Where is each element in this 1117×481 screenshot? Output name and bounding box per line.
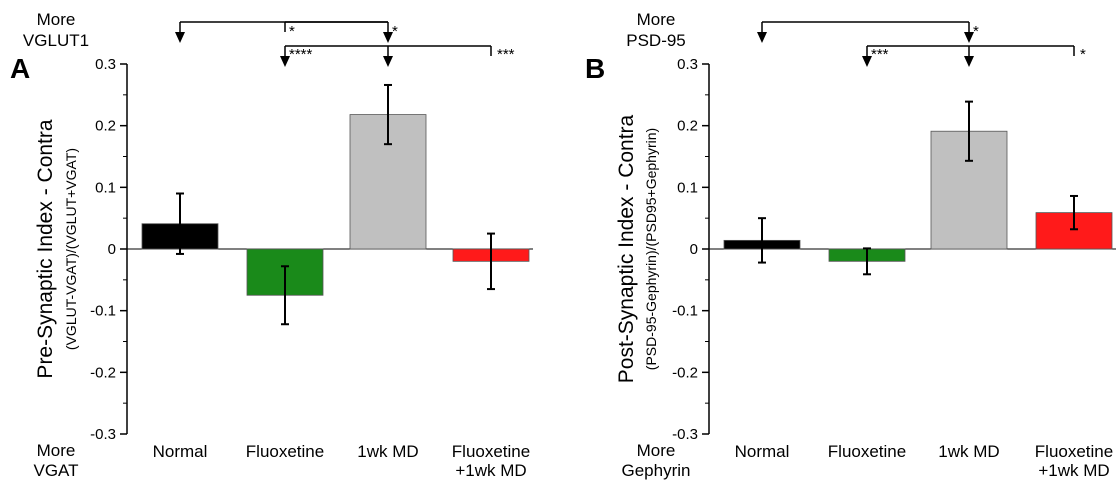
category-label: Normal [153, 442, 208, 461]
chart-panel-b: 0.3 0.2 0.1 0 -0.1 -0.2 -0.3 Normal Fluoxetine 1w… [585, 10, 1116, 480]
y-tick-label: -0.3 [90, 426, 116, 443]
y-axis-sublabel: (PSD-95-Gephyrin)/(PSD95+Gephyrin) [643, 128, 659, 370]
y-axis-label: Pre-Synaptic Index - Contra [34, 119, 57, 378]
arrow-down-icon [383, 56, 393, 67]
category-label-line: +1wk MD [1038, 461, 1109, 480]
significance-label-right: *** [497, 46, 515, 63]
y-tick-label: 0.3 [95, 56, 116, 73]
bottom-label-line-2: Gephyrin [622, 461, 691, 480]
category-label-line: 1wk MD [938, 442, 999, 461]
top-label-line-2: PSD-95 [626, 31, 686, 50]
top-label-line-2: VGLUT1 [23, 31, 89, 50]
significance-bracket: * [284, 21, 388, 40]
significance-label: **** [289, 46, 313, 63]
significance-label: * [392, 23, 398, 40]
significance-bracket: **** *** [280, 45, 515, 67]
significance-bracket: * [757, 21, 979, 43]
arrow-down-icon [757, 32, 767, 43]
significance-label: * [289, 23, 295, 40]
y-tick-label: 0 [690, 241, 698, 258]
y-tick-label: 0.3 [677, 56, 698, 73]
panel-label: A [10, 53, 30, 84]
category-label-line: 1wk MD [357, 442, 418, 461]
category-label-line: Fluoxetine [452, 442, 530, 461]
arrow-down-icon [964, 32, 974, 43]
significance-label: * [973, 23, 979, 40]
top-label-line-1: More [637, 10, 676, 29]
category-label-line: Normal [153, 442, 208, 461]
category-label-line: +1wk MD [455, 461, 526, 480]
significance-label-right: * [1080, 46, 1086, 63]
category-label: Fluoxetine [828, 442, 906, 461]
y-tick-label: -0.1 [90, 303, 116, 320]
category-label: Fluoxetine +1wk MD [452, 442, 530, 480]
y-axis-label: Post-Synaptic Index - Contra [615, 114, 638, 383]
category-label: 1wk MD [357, 442, 418, 461]
y-tick-label: -0.2 [672, 364, 698, 381]
arrow-down-icon [175, 32, 185, 43]
category-label-line: Fluoxetine [1035, 442, 1113, 461]
significance-label: *** [871, 46, 889, 63]
bottom-label-line-2: VGAT [33, 461, 78, 480]
y-tick-label: 0.1 [677, 179, 698, 196]
arrow-down-icon [280, 56, 290, 67]
y-tick-label: 0 [108, 241, 116, 258]
category-label-line: Fluoxetine [828, 442, 906, 461]
category-label-line: Normal [735, 442, 790, 461]
bottom-label-line-1: More [637, 441, 676, 460]
category-label: 1wk MD [938, 442, 999, 461]
y-tick-label: 0.2 [677, 118, 698, 135]
top-label-line-1: More [37, 10, 76, 29]
chart-panel-a: 0.3 0.2 0.1 0 -0.1 -0.2 -0.3 Normal Fluoxetine 1w… [10, 10, 533, 480]
arrow-down-icon [964, 56, 974, 67]
y-tick-label: -0.2 [90, 364, 116, 381]
category-label: Normal [735, 442, 790, 461]
significance-bracket: * [175, 21, 398, 43]
y-tick-label: -0.3 [672, 426, 698, 443]
arrow-down-icon [862, 56, 872, 67]
y-tick-label: 0.2 [95, 118, 116, 135]
category-label-line: Fluoxetine [246, 442, 324, 461]
category-label: Fluoxetine +1wk MD [1035, 442, 1113, 480]
bottom-label-line-1: More [37, 441, 76, 460]
y-axis-sublabel: (VGLUT-VGAT)/(VGLUT+VGAT) [63, 148, 79, 350]
y-tick-label: 0.1 [95, 179, 116, 196]
panel-label: B [585, 53, 605, 84]
significance-bracket: *** * [862, 45, 1086, 67]
y-tick-label: -0.1 [672, 303, 698, 320]
category-label: Fluoxetine [246, 442, 324, 461]
arrow-down-icon [383, 32, 393, 43]
